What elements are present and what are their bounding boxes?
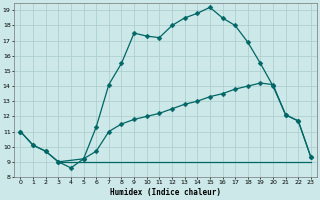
X-axis label: Humidex (Indice chaleur): Humidex (Indice chaleur) [110, 188, 221, 197]
